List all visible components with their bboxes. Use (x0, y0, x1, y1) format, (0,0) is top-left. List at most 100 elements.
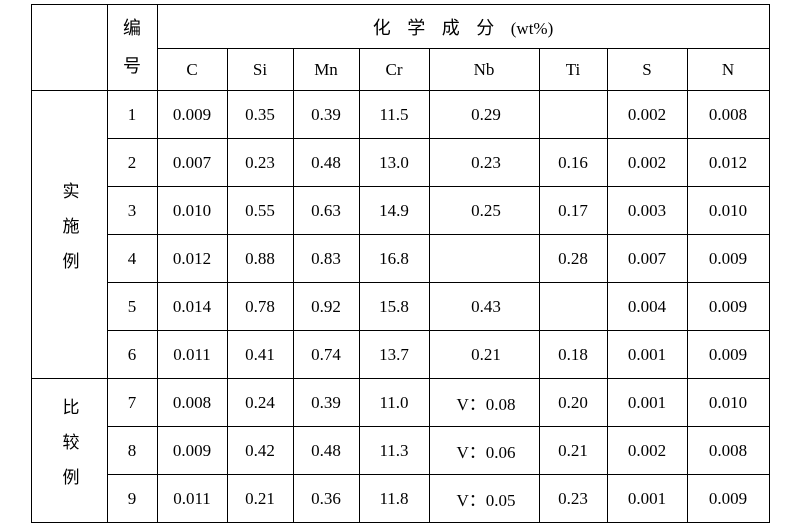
cell-n: 0.008 (687, 91, 769, 139)
cell-num: 5 (107, 283, 157, 331)
col-n: N (687, 49, 769, 91)
cell-mn: 0.74 (293, 331, 359, 379)
cell-cr: 16.8 (359, 235, 429, 283)
cell-nb: 0.43 (429, 283, 539, 331)
header-row-1: 编 号 化 学 成 分 (wt%) (31, 5, 769, 49)
cell-ti: 0.23 (539, 475, 607, 523)
cell-mn: 0.83 (293, 235, 359, 283)
cell-n: 0.009 (687, 235, 769, 283)
cell-ti: 0.16 (539, 139, 607, 187)
title-unit: (wt%) (511, 19, 553, 38)
cell-num: 7 (107, 379, 157, 427)
table-row: 3 0.010 0.55 0.63 14.9 0.25 0.17 0.003 0… (31, 187, 769, 235)
cell-num: 9 (107, 475, 157, 523)
cell-ti (539, 91, 607, 139)
cell-ti: 0.28 (539, 235, 607, 283)
cell-c: 0.011 (157, 475, 227, 523)
cell-ti: 0.17 (539, 187, 607, 235)
cell-cr: 11.0 (359, 379, 429, 427)
cell-si: 0.23 (227, 139, 293, 187)
cell-mn: 0.36 (293, 475, 359, 523)
cell-num: 1 (107, 91, 157, 139)
cell-nb: 0.29 (429, 91, 539, 139)
cell-n: 0.009 (687, 475, 769, 523)
cell-nb: 0.25 (429, 187, 539, 235)
table-row: 9 0.011 0.21 0.36 11.8 V：0.05 0.23 0.001… (31, 475, 769, 523)
cell-s: 0.001 (607, 331, 687, 379)
title-cell: 化 学 成 分 (wt%) (157, 5, 769, 49)
row-num-label-top: 编 (123, 18, 141, 38)
cell-n: 0.008 (687, 427, 769, 475)
table-row: 8 0.009 0.42 0.48 11.3 V：0.06 0.21 0.002… (31, 427, 769, 475)
row-num-header: 编 号 (107, 5, 157, 91)
cell-s: 0.003 (607, 187, 687, 235)
cell-c: 0.009 (157, 91, 227, 139)
cell-num: 3 (107, 187, 157, 235)
cell-cr: 15.8 (359, 283, 429, 331)
cell-si: 0.24 (227, 379, 293, 427)
cell-c: 0.007 (157, 139, 227, 187)
table-row: 实施例 1 0.009 0.35 0.39 11.5 0.29 0.002 0.… (31, 91, 769, 139)
cell-c: 0.008 (157, 379, 227, 427)
cell-si: 0.88 (227, 235, 293, 283)
group-header-blank (31, 5, 107, 91)
cell-num: 4 (107, 235, 157, 283)
table-row: 6 0.011 0.41 0.74 13.7 0.21 0.18 0.001 0… (31, 331, 769, 379)
cell-n: 0.010 (687, 187, 769, 235)
cell-si: 0.55 (227, 187, 293, 235)
cell-mn: 0.39 (293, 91, 359, 139)
col-mn: Mn (293, 49, 359, 91)
title-main: 化 学 成 分 (373, 18, 501, 38)
col-ti: Ti (539, 49, 607, 91)
table-row: 5 0.014 0.78 0.92 15.8 0.43 0.004 0.009 (31, 283, 769, 331)
cell-c: 0.012 (157, 235, 227, 283)
cell-cr: 14.9 (359, 187, 429, 235)
table-row: 2 0.007 0.23 0.48 13.0 0.23 0.16 0.002 0… (31, 139, 769, 187)
col-nb: Nb (429, 49, 539, 91)
col-s: S (607, 49, 687, 91)
cell-num: 2 (107, 139, 157, 187)
cell-si: 0.41 (227, 331, 293, 379)
cell-ti: 0.20 (539, 379, 607, 427)
cell-n: 0.010 (687, 379, 769, 427)
cell-s: 0.002 (607, 91, 687, 139)
cell-si: 0.78 (227, 283, 293, 331)
composition-table: 编 号 化 学 成 分 (wt%) C Si Mn Cr Nb Ti S N 实… (31, 4, 770, 523)
cell-si: 0.35 (227, 91, 293, 139)
cell-c: 0.009 (157, 427, 227, 475)
cell-nb: 0.23 (429, 139, 539, 187)
cell-mn: 0.39 (293, 379, 359, 427)
group-comparisons: 比较例 (31, 379, 107, 523)
cell-cr: 13.7 (359, 331, 429, 379)
cell-nb: 0.21 (429, 331, 539, 379)
cell-cr: 11.8 (359, 475, 429, 523)
cell-s: 0.002 (607, 427, 687, 475)
cell-c: 0.011 (157, 331, 227, 379)
cell-mn: 0.48 (293, 139, 359, 187)
cell-mn: 0.63 (293, 187, 359, 235)
cell-nb: V：0.05 (429, 475, 539, 523)
cell-mn: 0.92 (293, 283, 359, 331)
cell-ti (539, 283, 607, 331)
cell-num: 6 (107, 331, 157, 379)
table-row: 4 0.012 0.88 0.83 16.8 0.28 0.007 0.009 (31, 235, 769, 283)
cell-c: 0.010 (157, 187, 227, 235)
cell-mn: 0.48 (293, 427, 359, 475)
col-si: Si (227, 49, 293, 91)
cell-n: 0.009 (687, 283, 769, 331)
cell-n: 0.009 (687, 331, 769, 379)
col-c: C (157, 49, 227, 91)
col-cr: Cr (359, 49, 429, 91)
cell-cr: 13.0 (359, 139, 429, 187)
cell-s: 0.001 (607, 379, 687, 427)
cell-nb: V：0.06 (429, 427, 539, 475)
row-num-label-bottom: 号 (123, 56, 141, 76)
cell-nb (429, 235, 539, 283)
cell-cr: 11.3 (359, 427, 429, 475)
group-examples: 实施例 (31, 91, 107, 379)
cell-ti: 0.18 (539, 331, 607, 379)
cell-ti: 0.21 (539, 427, 607, 475)
cell-si: 0.42 (227, 427, 293, 475)
table-row: 比较例 7 0.008 0.24 0.39 11.0 V：0.08 0.20 0… (31, 379, 769, 427)
cell-si: 0.21 (227, 475, 293, 523)
